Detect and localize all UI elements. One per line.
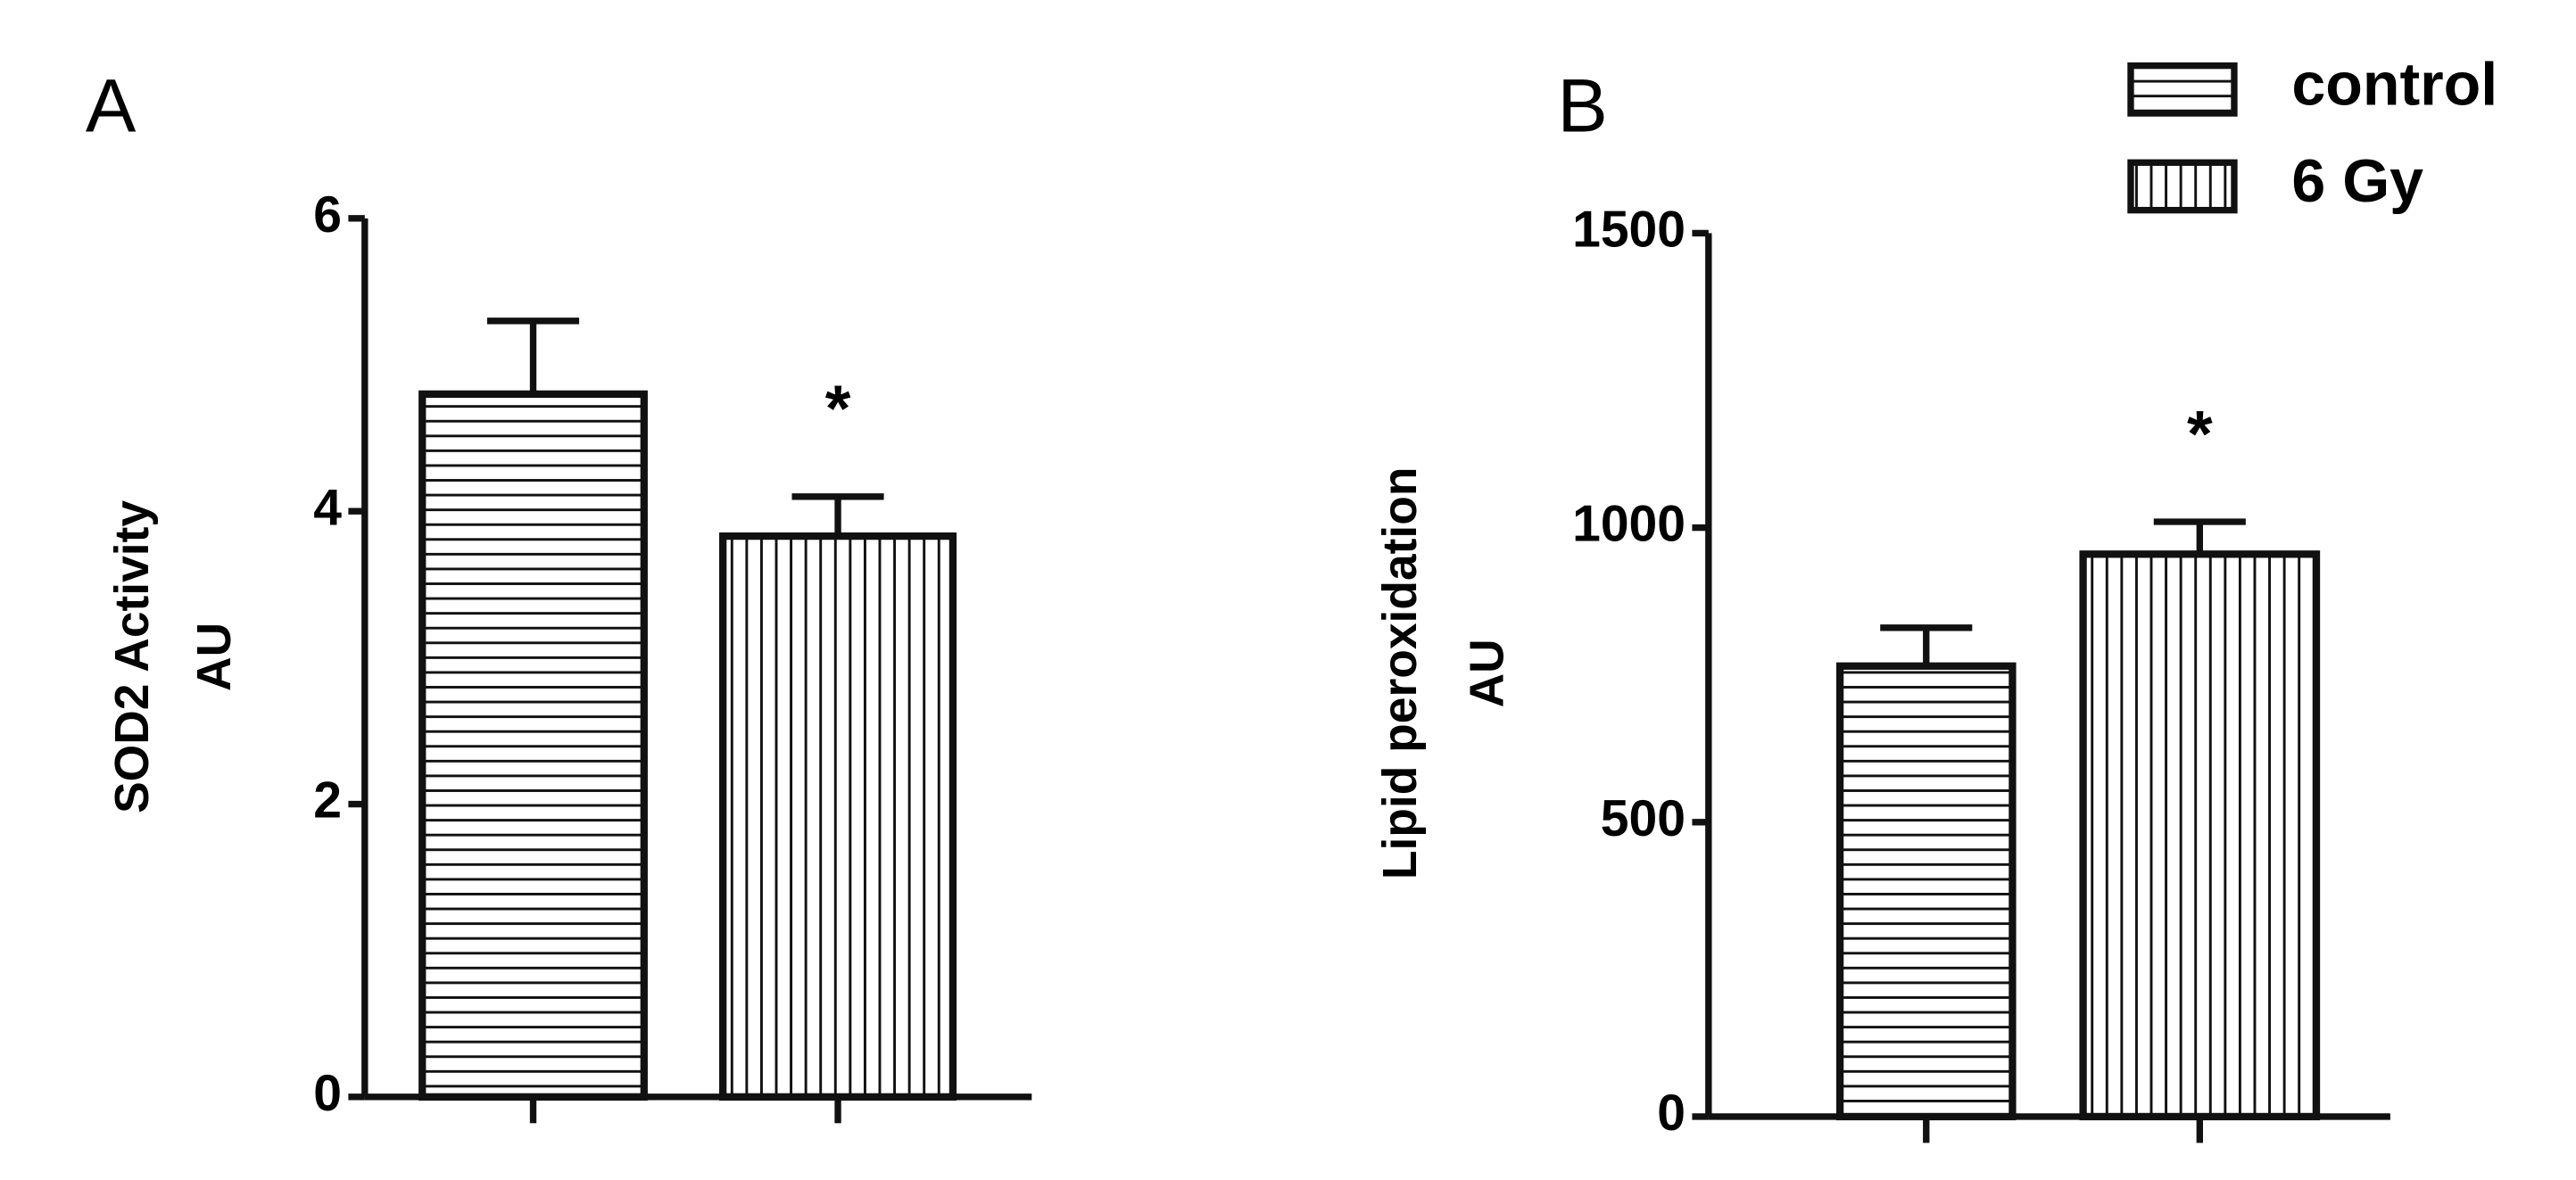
bar: [2079, 550, 2321, 1121]
y-tick-label: 500: [1601, 790, 1686, 847]
y-tick-label: 1500: [1572, 202, 1686, 259]
error-bar: [1880, 624, 1973, 666]
bar: [418, 390, 648, 1101]
bar: [1835, 662, 2017, 1121]
legend-swatch: [2127, 159, 2238, 214]
y-tick-label: 0: [1657, 1085, 1686, 1142]
y-axis-label: SOD2 Activity: [106, 500, 159, 813]
panel-label: A: [86, 62, 137, 147]
y-tick-label: 4: [313, 479, 342, 536]
y-tick-label: 1000: [1572, 496, 1686, 553]
legend-label: 6 Gy: [2291, 147, 2423, 215]
error-bar: [486, 318, 580, 394]
significance-marker: *: [825, 371, 851, 445]
y-tick-label: 0: [313, 1065, 342, 1122]
legend-swatch: [2127, 62, 2238, 117]
significance-marker: *: [2187, 396, 2213, 470]
error-bar: [2153, 518, 2246, 555]
legend-label: control: [2291, 50, 2497, 118]
y-axis-label: AU: [188, 623, 241, 691]
bar: [719, 532, 957, 1101]
panel-label: B: [1557, 62, 1607, 147]
y-tick-label: 6: [313, 186, 342, 243]
y-tick-label: 2: [313, 772, 342, 829]
y-axis-label: Lipid peroxidation: [1374, 467, 1427, 880]
y-axis-label: AU: [1462, 639, 1514, 707]
error-bar: [791, 493, 884, 537]
